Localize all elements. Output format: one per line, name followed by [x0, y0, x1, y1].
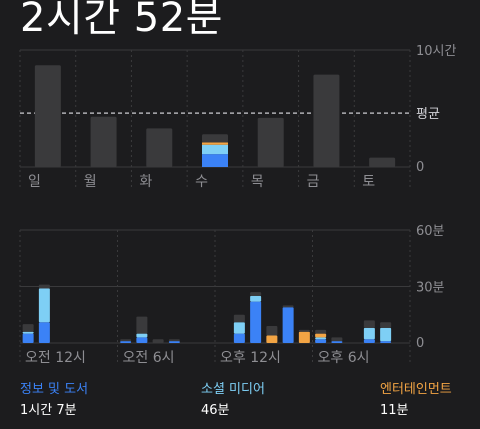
legend-value: 1시간 7분 — [20, 403, 77, 418]
daily-bar-segment — [90, 116, 117, 167]
hour-label: 오전 6시 — [123, 350, 175, 366]
day-label: 일 — [28, 174, 41, 190]
hourly-bar-segment — [298, 329, 310, 332]
hourly-bar-segment — [250, 301, 262, 343]
day-label: 목 — [251, 174, 264, 190]
daily-bar-segment — [257, 117, 284, 167]
daily-bar-segment — [202, 134, 228, 143]
hourly-bar-segment — [136, 337, 148, 343]
hourly-bar-segment — [38, 322, 50, 343]
hourly-bar-segment — [266, 335, 278, 343]
hourly-bar-segment — [168, 339, 180, 342]
hourly-bar-segment — [363, 327, 375, 340]
hourly-bar-segment — [22, 331, 34, 334]
hour-label: 오전 12시 — [25, 350, 86, 366]
legend-label: 소셜 미디어 — [201, 382, 265, 397]
day-label: 토 — [362, 174, 375, 190]
hourly-bar-segment — [152, 339, 164, 343]
day-label: 수 — [195, 174, 208, 190]
legend-value: 11분 — [380, 403, 409, 418]
daily-bar-segment — [202, 154, 228, 167]
hourly-labels: 60분 30분 0 오전 12시 오전 6시 오후 12시 오후 6시 — [25, 224, 445, 366]
hourly-bar-segment — [380, 322, 392, 328]
daily-labels: 10시간 0 일 월 화 수 목 금 토 평균 — [28, 44, 457, 190]
daily-bar-segment — [202, 144, 228, 155]
legend-label: 정보 및 도서 — [20, 382, 89, 397]
y-tick-label: 0 — [416, 336, 424, 351]
hourly-bars — [22, 284, 392, 343]
hourly-bar-segment — [298, 331, 310, 343]
hour-label: 오후 6시 — [318, 350, 370, 366]
daily-bar-segment — [202, 142, 228, 145]
legend-entertainment[interactable]: 엔터테인먼트 11분 — [380, 382, 452, 419]
hourly-bar-segment — [233, 322, 245, 334]
hourly-bar-segment — [363, 320, 375, 328]
hourly-bar-segment — [136, 333, 148, 338]
hourly-bar-segment — [38, 288, 50, 323]
hourly-bar-segment — [363, 339, 375, 343]
hourly-bar-segment — [315, 337, 327, 340]
hourly-bar-segment — [266, 326, 278, 336]
day-label: 월 — [84, 174, 97, 190]
hour-label: 오후 12시 — [220, 350, 281, 366]
hourly-bar-segment — [331, 337, 343, 342]
hourly-bar-segment — [331, 341, 343, 343]
hourly-bar-segment — [120, 341, 132, 343]
daily-bar-segment — [313, 74, 340, 167]
y-tick-label: 0 — [416, 160, 424, 175]
hourly-usage-chart[interactable]: 60분 30분 0 오전 12시 오전 6시 오후 12시 오후 6시 — [0, 220, 480, 370]
daily-usage-chart[interactable]: 10시간 0 일 월 화 수 목 금 토 평균 — [0, 40, 480, 240]
hourly-bar-segment — [315, 329, 327, 334]
y-tick-label: 60분 — [416, 224, 445, 239]
hourly-bar-segment — [315, 333, 327, 338]
daily-bars — [34, 65, 396, 167]
daily-bar-segment — [34, 65, 61, 167]
hourly-bar-segment — [168, 341, 180, 343]
hourly-bar-segment — [120, 339, 132, 342]
hourly-bar-segment — [380, 341, 392, 343]
y-tick-label: 30분 — [416, 281, 445, 296]
hourly-bar-segment — [380, 327, 392, 342]
hourly-bar-segment — [233, 333, 245, 343]
average-label: 평균 — [416, 107, 440, 122]
hourly-bar-segment — [22, 324, 34, 332]
hourly-bar-segment — [315, 339, 327, 343]
hourly-bar-segment — [22, 333, 34, 343]
daily-bar-segment — [369, 157, 396, 167]
hourly-bar-segment — [233, 314, 245, 323]
hourly-grid — [19, 229, 411, 363]
hourly-bar-segment — [38, 284, 50, 289]
daily-bar-segment — [146, 128, 173, 167]
legend-label: 엔터테인먼트 — [380, 382, 452, 397]
hourly-bar-segment — [136, 316, 148, 334]
hourly-bar-segment — [250, 292, 262, 296]
legend-social[interactable]: 소셜 미디어 46분 — [201, 382, 265, 419]
y-tick-label: 10시간 — [416, 44, 457, 59]
day-label: 화 — [139, 174, 152, 190]
total-screen-time: 2시간 52분 — [20, 0, 223, 41]
legend-productivity[interactable]: 정보 및 도서 1시간 7분 — [20, 382, 88, 419]
legend-value: 46분 — [201, 403, 230, 418]
day-label: 금 — [307, 174, 320, 190]
hourly-bar-segment — [282, 305, 294, 308]
hourly-bar-segment — [282, 307, 294, 343]
hourly-bar-segment — [250, 295, 262, 302]
